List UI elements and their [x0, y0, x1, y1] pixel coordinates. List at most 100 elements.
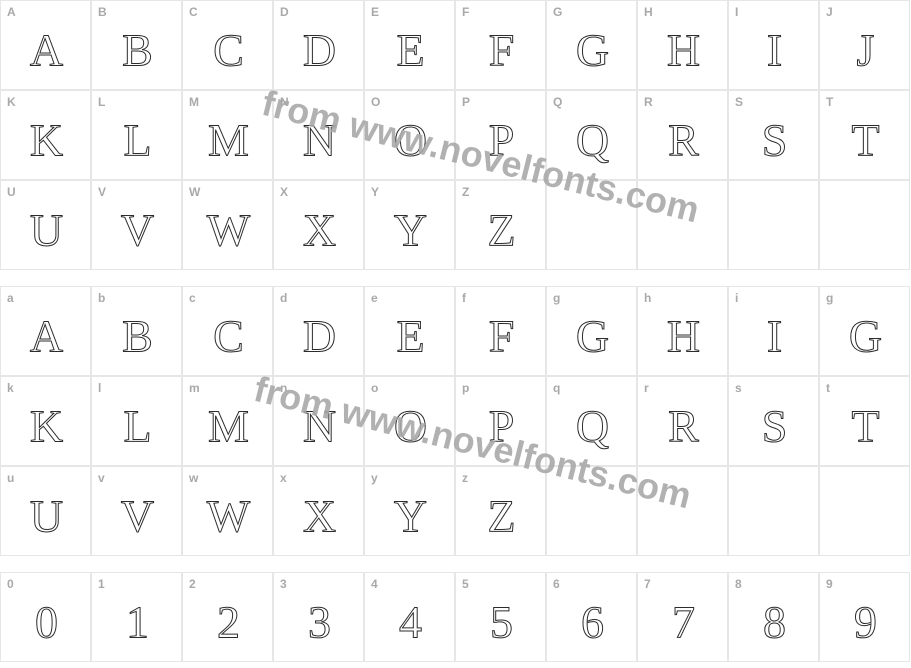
glyph-label: Y — [371, 185, 379, 199]
glyph-character: Z — [487, 490, 513, 543]
glyph-label: k — [7, 381, 14, 395]
glyph-label: s — [735, 381, 742, 395]
glyph-label: 4 — [371, 577, 378, 591]
glyph-character: I — [767, 24, 780, 77]
glyph-label: A — [7, 5, 16, 19]
glyph-cell: WW — [182, 180, 273, 270]
glyph-cell: AA — [0, 0, 91, 90]
glyph-cell: 66 — [546, 572, 637, 662]
glyph-label: T — [826, 95, 833, 109]
glyph-label: d — [280, 291, 287, 305]
glyph-cell: 44 — [364, 572, 455, 662]
glyph-character: S — [762, 400, 786, 453]
glyph-character: 5 — [490, 596, 511, 649]
glyph-cell: 77 — [637, 572, 728, 662]
glyph-cell: PP — [455, 90, 546, 180]
glyph-label: m — [189, 381, 200, 395]
glyph-character: N — [303, 114, 334, 167]
glyph-label: v — [98, 471, 105, 485]
glyph-label: 9 — [826, 577, 833, 591]
glyph-cell-empty — [637, 180, 728, 270]
glyph-label: q — [553, 381, 560, 395]
glyph-cell-empty — [546, 466, 637, 556]
glyph-label: i — [735, 291, 738, 305]
glyph-cell-empty — [728, 466, 819, 556]
glyph-label: C — [189, 5, 198, 19]
glyph-label: V — [98, 185, 106, 199]
glyph-cell: wW — [182, 466, 273, 556]
glyph-label: h — [644, 291, 651, 305]
glyph-cell: eE — [364, 286, 455, 376]
glyph-label: X — [280, 185, 288, 199]
glyph-cell: SS — [728, 90, 819, 180]
glyph-label: 7 — [644, 577, 651, 591]
glyph-label: 2 — [189, 577, 196, 591]
glyph-character: G — [849, 310, 880, 363]
glyph-label: e — [371, 291, 378, 305]
glyph-label: F — [462, 5, 469, 19]
glyph-character: D — [303, 310, 334, 363]
row-spacer — [0, 270, 911, 286]
glyph-character: 2 — [217, 596, 238, 649]
glyph-character: M — [208, 400, 247, 453]
glyph-cell: XX — [273, 180, 364, 270]
glyph-label: 5 — [462, 577, 469, 591]
glyph-cell: xX — [273, 466, 364, 556]
glyph-cell: gG — [819, 286, 910, 376]
glyph-character: V — [121, 490, 152, 543]
glyph-character: 6 — [581, 596, 602, 649]
glyph-label: N — [280, 95, 289, 109]
glyph-cell: qQ — [546, 376, 637, 466]
glyph-cell: GG — [546, 0, 637, 90]
glyph-cell: aA — [0, 286, 91, 376]
glyph-label: f — [462, 291, 466, 305]
glyph-character: K — [30, 114, 61, 167]
glyph-label: g — [826, 291, 833, 305]
glyph-cell: 11 — [91, 572, 182, 662]
glyph-cell: oO — [364, 376, 455, 466]
glyph-cell: II — [728, 0, 819, 90]
glyph-label: 1 — [98, 577, 105, 591]
glyph-character: K — [30, 400, 61, 453]
glyph-cell: 88 — [728, 572, 819, 662]
glyph-label: a — [7, 291, 14, 305]
glyph-cell: YY — [364, 180, 455, 270]
glyph-cell: tT — [819, 376, 910, 466]
glyph-cell: KK — [0, 90, 91, 180]
glyph-label: P — [462, 95, 470, 109]
glyph-label: L — [98, 95, 105, 109]
glyph-character: W — [207, 490, 248, 543]
glyph-cell: LL — [91, 90, 182, 180]
glyph-character: R — [668, 400, 697, 453]
glyph-cell: HH — [637, 0, 728, 90]
glyph-character: F — [489, 310, 513, 363]
glyph-cell: vV — [91, 466, 182, 556]
glyph-cell: nN — [273, 376, 364, 466]
glyph-cell: EE — [364, 0, 455, 90]
glyph-character: 1 — [126, 596, 147, 649]
glyph-character: V — [121, 204, 152, 257]
glyph-character: C — [213, 310, 242, 363]
glyph-cell: rR — [637, 376, 728, 466]
glyph-character: 0 — [35, 596, 56, 649]
glyph-character: X — [303, 204, 334, 257]
glyph-label: O — [371, 95, 380, 109]
glyph-character: S — [762, 114, 786, 167]
glyph-character: H — [667, 310, 698, 363]
glyph-character: A — [30, 310, 61, 363]
glyph-label: g — [553, 291, 560, 305]
glyph-character: O — [394, 400, 425, 453]
glyph-character: Q — [576, 400, 607, 453]
glyph-label: J — [826, 5, 833, 19]
glyph-cell: 00 — [0, 572, 91, 662]
glyph-cell: VV — [91, 180, 182, 270]
glyph-character: E — [396, 310, 422, 363]
glyph-character: W — [207, 204, 248, 257]
glyph-cell: NN — [273, 90, 364, 180]
glyph-cell: JJ — [819, 0, 910, 90]
glyph-character: X — [303, 490, 334, 543]
glyph-cell: TT — [819, 90, 910, 180]
glyph-label: o — [371, 381, 378, 395]
glyph-label: E — [371, 5, 379, 19]
glyph-cell: yY — [364, 466, 455, 556]
